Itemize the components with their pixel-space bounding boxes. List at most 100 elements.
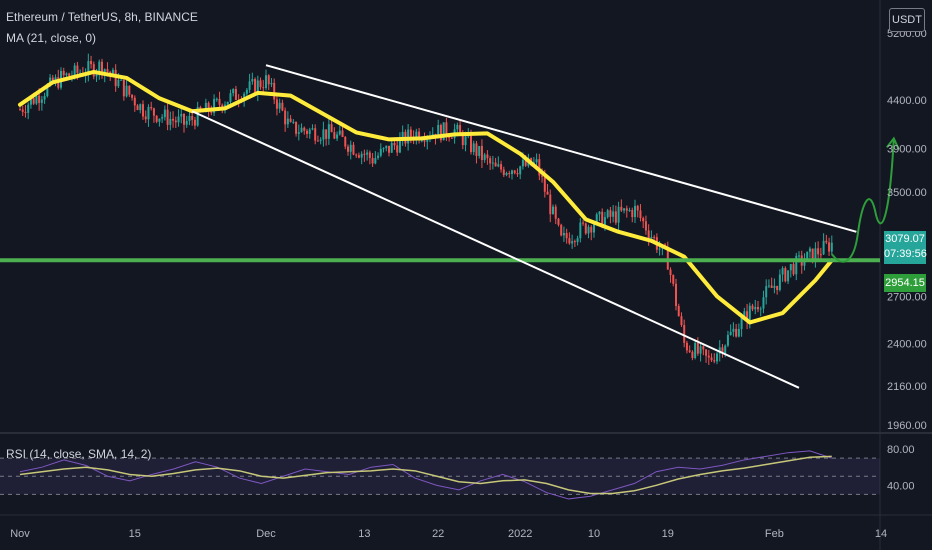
candle-body <box>24 111 27 113</box>
candle-body <box>478 145 481 156</box>
candle-body <box>677 306 680 317</box>
candle-body <box>117 79 120 87</box>
candle-body <box>396 145 399 153</box>
trendline <box>265 64 857 233</box>
candle-body <box>382 148 385 150</box>
candle-body <box>784 268 787 282</box>
candle-body <box>519 166 522 175</box>
candle-body <box>557 218 560 225</box>
candle-body <box>483 154 486 161</box>
candle-body <box>133 97 136 106</box>
candle-body <box>322 129 325 140</box>
candle-body <box>319 139 322 141</box>
candle-body <box>737 329 740 337</box>
candle-body <box>702 346 705 350</box>
candle-body <box>568 238 571 244</box>
candle-body <box>265 75 267 89</box>
price-tick-label: 3900.00 <box>887 144 927 156</box>
candle-body <box>614 211 617 223</box>
candle-body <box>538 159 541 176</box>
rsi-tick-label: 80.00 <box>887 444 915 456</box>
time-tick-label: 19 <box>662 528 674 540</box>
candle-body <box>325 129 328 139</box>
candle-body <box>767 285 770 287</box>
candle-body <box>207 102 210 112</box>
candle-body <box>38 95 41 103</box>
candle-body <box>185 121 188 125</box>
candle-body <box>502 169 505 176</box>
candle-body <box>710 357 713 361</box>
candle-body <box>366 152 369 155</box>
time-tick-label: 13 <box>358 528 370 540</box>
candle-body <box>311 128 314 130</box>
candle-body <box>811 248 814 262</box>
candle-body <box>620 206 623 211</box>
candle-body <box>606 210 609 218</box>
candle-body <box>541 175 544 177</box>
rsi-legend[interactable]: RSI (14, close, SMA, 14, 2) <box>6 447 152 461</box>
candle-body <box>352 144 355 155</box>
candle-body <box>19 109 21 111</box>
candle-body <box>401 131 404 139</box>
candle-body <box>587 226 590 234</box>
candle-body <box>169 118 172 125</box>
candle-body <box>314 128 317 141</box>
price-tick-label: 4400.00 <box>887 95 927 107</box>
candle-body <box>464 136 467 146</box>
candle-body <box>40 99 43 103</box>
candle-body <box>480 145 483 161</box>
candle-body <box>576 238 579 242</box>
candle-body <box>347 146 349 152</box>
candle-body <box>234 89 237 100</box>
time-tick-label: Dec <box>256 528 276 540</box>
projection-arrow <box>830 138 895 263</box>
candle-body <box>297 132 300 134</box>
symbol-legend[interactable]: Ethereum / TetherUS, 8h, BINANCE <box>6 10 198 24</box>
candle-body <box>707 355 710 358</box>
candle-body <box>694 342 697 358</box>
candle-body <box>295 121 298 134</box>
candle-body <box>196 107 199 126</box>
candle-body <box>267 75 270 85</box>
candle-body <box>204 102 207 113</box>
candle-body <box>508 172 511 174</box>
candle-body <box>685 342 688 351</box>
candle-body <box>289 118 292 122</box>
candle-body <box>273 82 276 100</box>
candle-body <box>418 131 421 141</box>
currency-button[interactable]: USDT <box>889 8 925 32</box>
ma-legend[interactable]: MA (21, close, 0) <box>6 31 97 45</box>
candle-body <box>62 71 65 76</box>
candle-body <box>275 99 278 109</box>
candle-body <box>139 104 142 111</box>
candle-body <box>672 275 675 284</box>
candle-body <box>423 140 426 142</box>
candle-body <box>721 347 724 354</box>
candle-body <box>174 120 177 123</box>
candle-body <box>183 113 185 125</box>
candle-body <box>281 102 284 111</box>
price-pane <box>0 0 880 432</box>
candle-body <box>617 206 620 223</box>
candle-body <box>450 137 453 139</box>
candle-body <box>355 154 358 156</box>
candle-body <box>357 155 360 158</box>
ma-value-tag: 2954.15 <box>884 274 926 292</box>
candle-body <box>21 109 24 112</box>
candle-body <box>303 127 306 131</box>
candle-body <box>374 158 377 164</box>
candle-body <box>584 223 587 234</box>
candle-body <box>363 153 366 155</box>
time-tick-label: 2022 <box>508 528 532 540</box>
last-price-tag: 3079.07 07:39:56 <box>884 231 927 264</box>
candle-body <box>543 176 546 192</box>
candle-body <box>333 132 336 139</box>
candle-body <box>270 82 273 85</box>
candle-body <box>598 211 601 215</box>
candle-body <box>819 254 822 256</box>
candle-body <box>743 311 746 318</box>
candle-body <box>470 135 472 153</box>
candle-body <box>338 130 341 135</box>
candle-body <box>830 242 833 252</box>
